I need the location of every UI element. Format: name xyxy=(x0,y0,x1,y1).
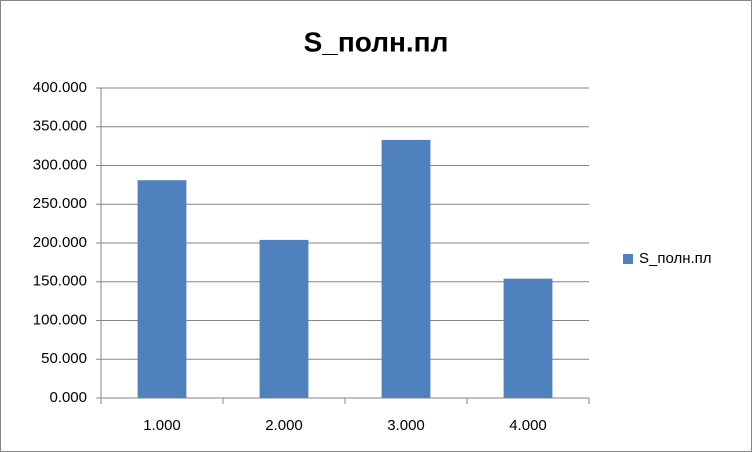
chart-title: S_полн.пл xyxy=(304,26,449,57)
y-tick-label: 150.000 xyxy=(33,273,87,290)
y-tick-label: 250.000 xyxy=(33,195,87,212)
legend-label: S_полн.пл xyxy=(639,250,712,267)
y-tick-label: 200.000 xyxy=(33,234,87,251)
bar xyxy=(137,180,187,398)
y-tick-label: 350.000 xyxy=(33,118,87,135)
x-tick-label: 2.000 xyxy=(265,417,303,434)
x-tick-label: 3.000 xyxy=(387,417,425,434)
y-tick-label: 0.000 xyxy=(49,389,87,406)
y-tick-label: 300.000 xyxy=(33,156,87,173)
bar xyxy=(381,139,431,399)
x-tick-label: 4.000 xyxy=(509,417,547,434)
bar xyxy=(503,278,553,398)
bar xyxy=(259,239,309,398)
y-tick-label: 100.000 xyxy=(33,311,87,328)
legend-swatch xyxy=(623,254,633,264)
y-tick-label: 400.000 xyxy=(33,79,87,96)
x-tick-label: 1.000 xyxy=(143,417,181,434)
y-tick-label: 50.000 xyxy=(41,350,87,367)
